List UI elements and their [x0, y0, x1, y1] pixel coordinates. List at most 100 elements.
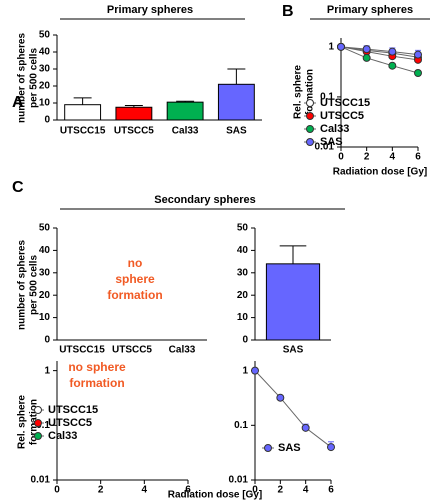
- legend-swatch: [306, 125, 314, 133]
- y-tick-label: 10: [237, 312, 249, 323]
- annotation: no sphere: [68, 360, 126, 374]
- y-tick-label: 0.1: [36, 420, 50, 431]
- legend-swatch: [306, 99, 314, 107]
- point: [276, 393, 285, 402]
- x-tick-label: UTSCC5: [114, 126, 154, 137]
- y-tick-label: 40: [237, 245, 249, 256]
- point: [388, 47, 397, 56]
- y-tick-label: 0.1: [234, 420, 248, 431]
- y-axis-label: number of spheres: [17, 33, 28, 123]
- legend-swatch: [34, 406, 42, 414]
- x-tick-label: Cal33: [169, 345, 196, 356]
- series-line: [340, 46, 419, 58]
- y-axis-label: number of spheres: [17, 240, 28, 330]
- y-tick-label: 50: [237, 223, 249, 234]
- bar: [115, 106, 153, 121]
- y-tick-label: 0: [44, 335, 50, 346]
- bar: [217, 83, 255, 121]
- y-tick-label: 0.01: [31, 475, 51, 486]
- point: [251, 366, 259, 375]
- y-axis-label: formation: [305, 69, 316, 115]
- x-tick-label: 0: [338, 152, 344, 163]
- y-tick-label: 30: [39, 64, 51, 75]
- annotation: sphere: [115, 272, 155, 286]
- legend-swatch: [306, 138, 314, 146]
- annotation: no: [128, 256, 143, 270]
- y-tick-label: 0.1: [320, 92, 334, 103]
- y-tick-label: 50: [39, 223, 51, 234]
- point: [301, 423, 310, 432]
- x-tick-label: SAS: [226, 126, 247, 137]
- chart-title: Primary spheres: [107, 4, 193, 16]
- y-tick-label: 30: [39, 267, 51, 278]
- x-tick-label: 6: [415, 152, 421, 163]
- y-tick-label: 30: [237, 267, 249, 278]
- y-tick-label: 0: [44, 115, 50, 126]
- series-line: [340, 46, 419, 74]
- chart-title: Primary spheres: [327, 4, 413, 16]
- y-tick-label: 0.01: [315, 142, 335, 153]
- legend-label: SAS: [320, 136, 343, 148]
- point: [362, 45, 371, 54]
- point: [362, 53, 371, 62]
- point: [414, 69, 422, 78]
- y-tick-label: 0.01: [229, 475, 249, 486]
- y-tick-label: 40: [39, 245, 51, 256]
- legend-label: Cal33: [48, 430, 77, 442]
- x-tick-label: 2: [98, 485, 104, 496]
- y-axis-label: Rel. sphere: [17, 395, 28, 449]
- y-tick-label: 1: [44, 365, 50, 376]
- bar: [166, 101, 204, 121]
- y-axis-label: per 500 cells: [29, 48, 40, 108]
- x-tick-label: UTSCC15: [59, 345, 105, 356]
- x-tick-label: 4: [390, 152, 396, 163]
- y-tick-label: 50: [39, 30, 51, 41]
- y-tick-label: 1: [242, 365, 248, 376]
- y-tick-label: 10: [39, 98, 51, 109]
- x-tick-label: SAS: [283, 345, 304, 356]
- y-tick-label: 20: [39, 81, 51, 92]
- point: [414, 50, 422, 59]
- x-tick-label: 6: [328, 485, 334, 496]
- x-tick-label: 4: [142, 485, 148, 496]
- y-tick-label: 0: [242, 335, 248, 346]
- y-tick-label: 10: [39, 312, 51, 323]
- x-tick-label: Cal33: [172, 126, 199, 137]
- panel-letter: C: [12, 179, 24, 196]
- point: [327, 443, 335, 452]
- bar: [64, 104, 102, 121]
- legend-swatch: [306, 112, 314, 120]
- y-tick-label: 1: [328, 41, 334, 52]
- x-tick-label: UTSCC5: [112, 345, 152, 356]
- y-tick-label: 40: [39, 47, 51, 58]
- legend-swatch: [34, 419, 42, 427]
- x-tick-label: 2: [278, 485, 284, 496]
- annotation: formation: [107, 288, 162, 302]
- series-line: [254, 370, 332, 448]
- legend-label: UTSCC5: [48, 417, 92, 429]
- legend-label: Cal33: [320, 123, 349, 135]
- x-tick-label: 2: [364, 152, 370, 163]
- legend-swatch: [264, 444, 272, 452]
- legend-label: UTSCC15: [48, 404, 98, 416]
- x-tick-label: 6: [185, 485, 191, 496]
- x-tick-label: 0: [252, 485, 258, 496]
- x-tick-label: 0: [54, 485, 60, 496]
- x-axis-label: Radiation dose [Gy]: [168, 490, 262, 500]
- point: [337, 42, 345, 51]
- legend-swatch: [34, 432, 42, 440]
- bar: [265, 263, 321, 341]
- y-tick-label: 20: [39, 290, 51, 301]
- panel-letter: A: [12, 94, 24, 111]
- legend-label: UTSCC15: [320, 97, 370, 109]
- x-tick-label: UTSCC15: [60, 126, 106, 137]
- y-axis-label: per 500 cells: [29, 255, 40, 315]
- annotation: formation: [69, 376, 124, 390]
- legend-label: UTSCC5: [320, 110, 364, 122]
- point: [388, 61, 397, 70]
- section-title: Secondary spheres: [154, 194, 256, 206]
- panel-letter: B: [282, 3, 294, 20]
- x-tick-label: 4: [303, 485, 309, 496]
- x-axis-label: Radiation dose [Gy]: [333, 167, 427, 178]
